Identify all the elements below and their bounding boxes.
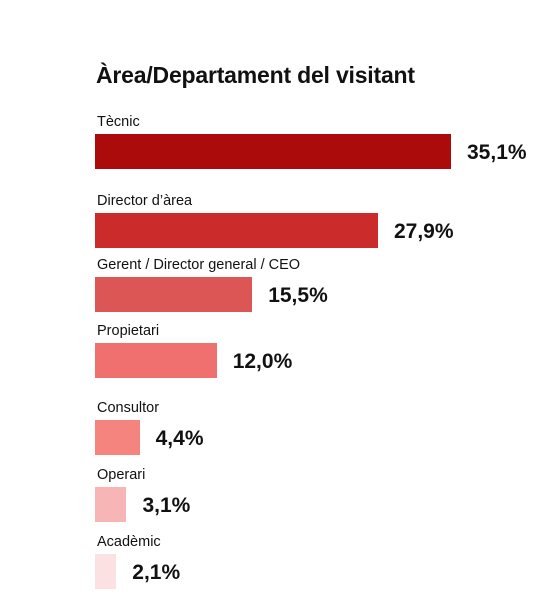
bar <box>95 213 378 248</box>
category-label: Tècnic <box>97 114 140 130</box>
category-label: Gerent / Director general / CEO <box>97 257 301 273</box>
value-label: 12,0% <box>232 349 293 373</box>
value-label: 2,1% <box>132 560 181 584</box>
category-label: Propietari <box>97 323 160 339</box>
bar <box>95 554 117 589</box>
bar <box>95 420 140 455</box>
category-label: Director d’àrea <box>97 193 193 209</box>
bar <box>95 134 451 169</box>
category-label: Acadèmic <box>97 534 161 550</box>
value-label: 27,9% <box>393 219 454 243</box>
value-label: 15,5% <box>268 283 328 307</box>
chart-title: Àrea/Departament del visitant <box>96 62 415 88</box>
value-label: 4,4% <box>155 426 204 450</box>
bar <box>95 487 127 522</box>
bar <box>95 343 217 378</box>
category-label: Consultor <box>97 400 160 416</box>
value-label: 35,1% <box>467 140 527 164</box>
bar <box>95 277 253 312</box>
category-label: Operari <box>97 467 146 483</box>
value-label: 3,1% <box>142 493 191 517</box>
